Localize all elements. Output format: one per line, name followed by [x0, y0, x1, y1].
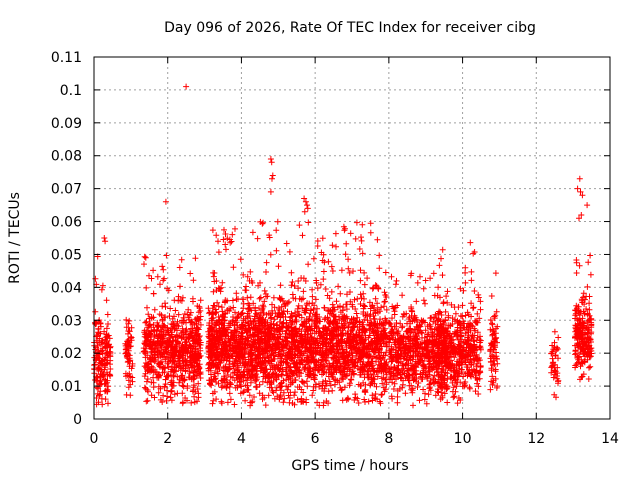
y-tick-label: 0.11	[51, 50, 82, 66]
y-tick-label: 0.01	[51, 379, 82, 395]
y-tick-label: 0.06	[51, 215, 82, 231]
x-tick-label: 10	[454, 431, 472, 447]
roti-scatter-series	[91, 83, 595, 409]
y-tick-label: 0.09	[51, 116, 82, 132]
x-axis-label: GPS time / hours	[291, 458, 408, 474]
x-tick-label: 4	[237, 431, 246, 447]
y-tick-label: 0.04	[51, 280, 82, 296]
x-tick-label: 0	[90, 431, 99, 447]
x-tick-label: 6	[311, 431, 320, 447]
data-points	[91, 83, 595, 409]
y-tick-label: 0.05	[51, 247, 82, 263]
y-axis-label: ROTI / TECUs	[7, 192, 23, 284]
y-tick-label: 0.1	[60, 83, 82, 99]
chart-title: Day 096 of 2026, Rate Of TEC Index for r…	[164, 20, 536, 36]
grid-lines	[94, 57, 610, 419]
y-tick-label: 0.08	[51, 149, 82, 165]
x-tick-label: 8	[384, 431, 393, 447]
axis-ticks: 0 2 4 6 8 10 12 14 0 0.01 0.02 0.03 0.04 0.05 0.06 0.07…	[51, 50, 619, 447]
y-tick-label: 0.03	[51, 313, 82, 329]
y-tick-label: 0.07	[51, 182, 82, 198]
y-tick-label: 0	[73, 412, 82, 428]
x-tick-label: 12	[527, 431, 545, 447]
x-tick-label: 2	[163, 431, 172, 447]
y-tick-label: 0.02	[51, 346, 82, 362]
x-tick-label: 14	[601, 431, 619, 447]
plot-frame	[93, 56, 611, 420]
